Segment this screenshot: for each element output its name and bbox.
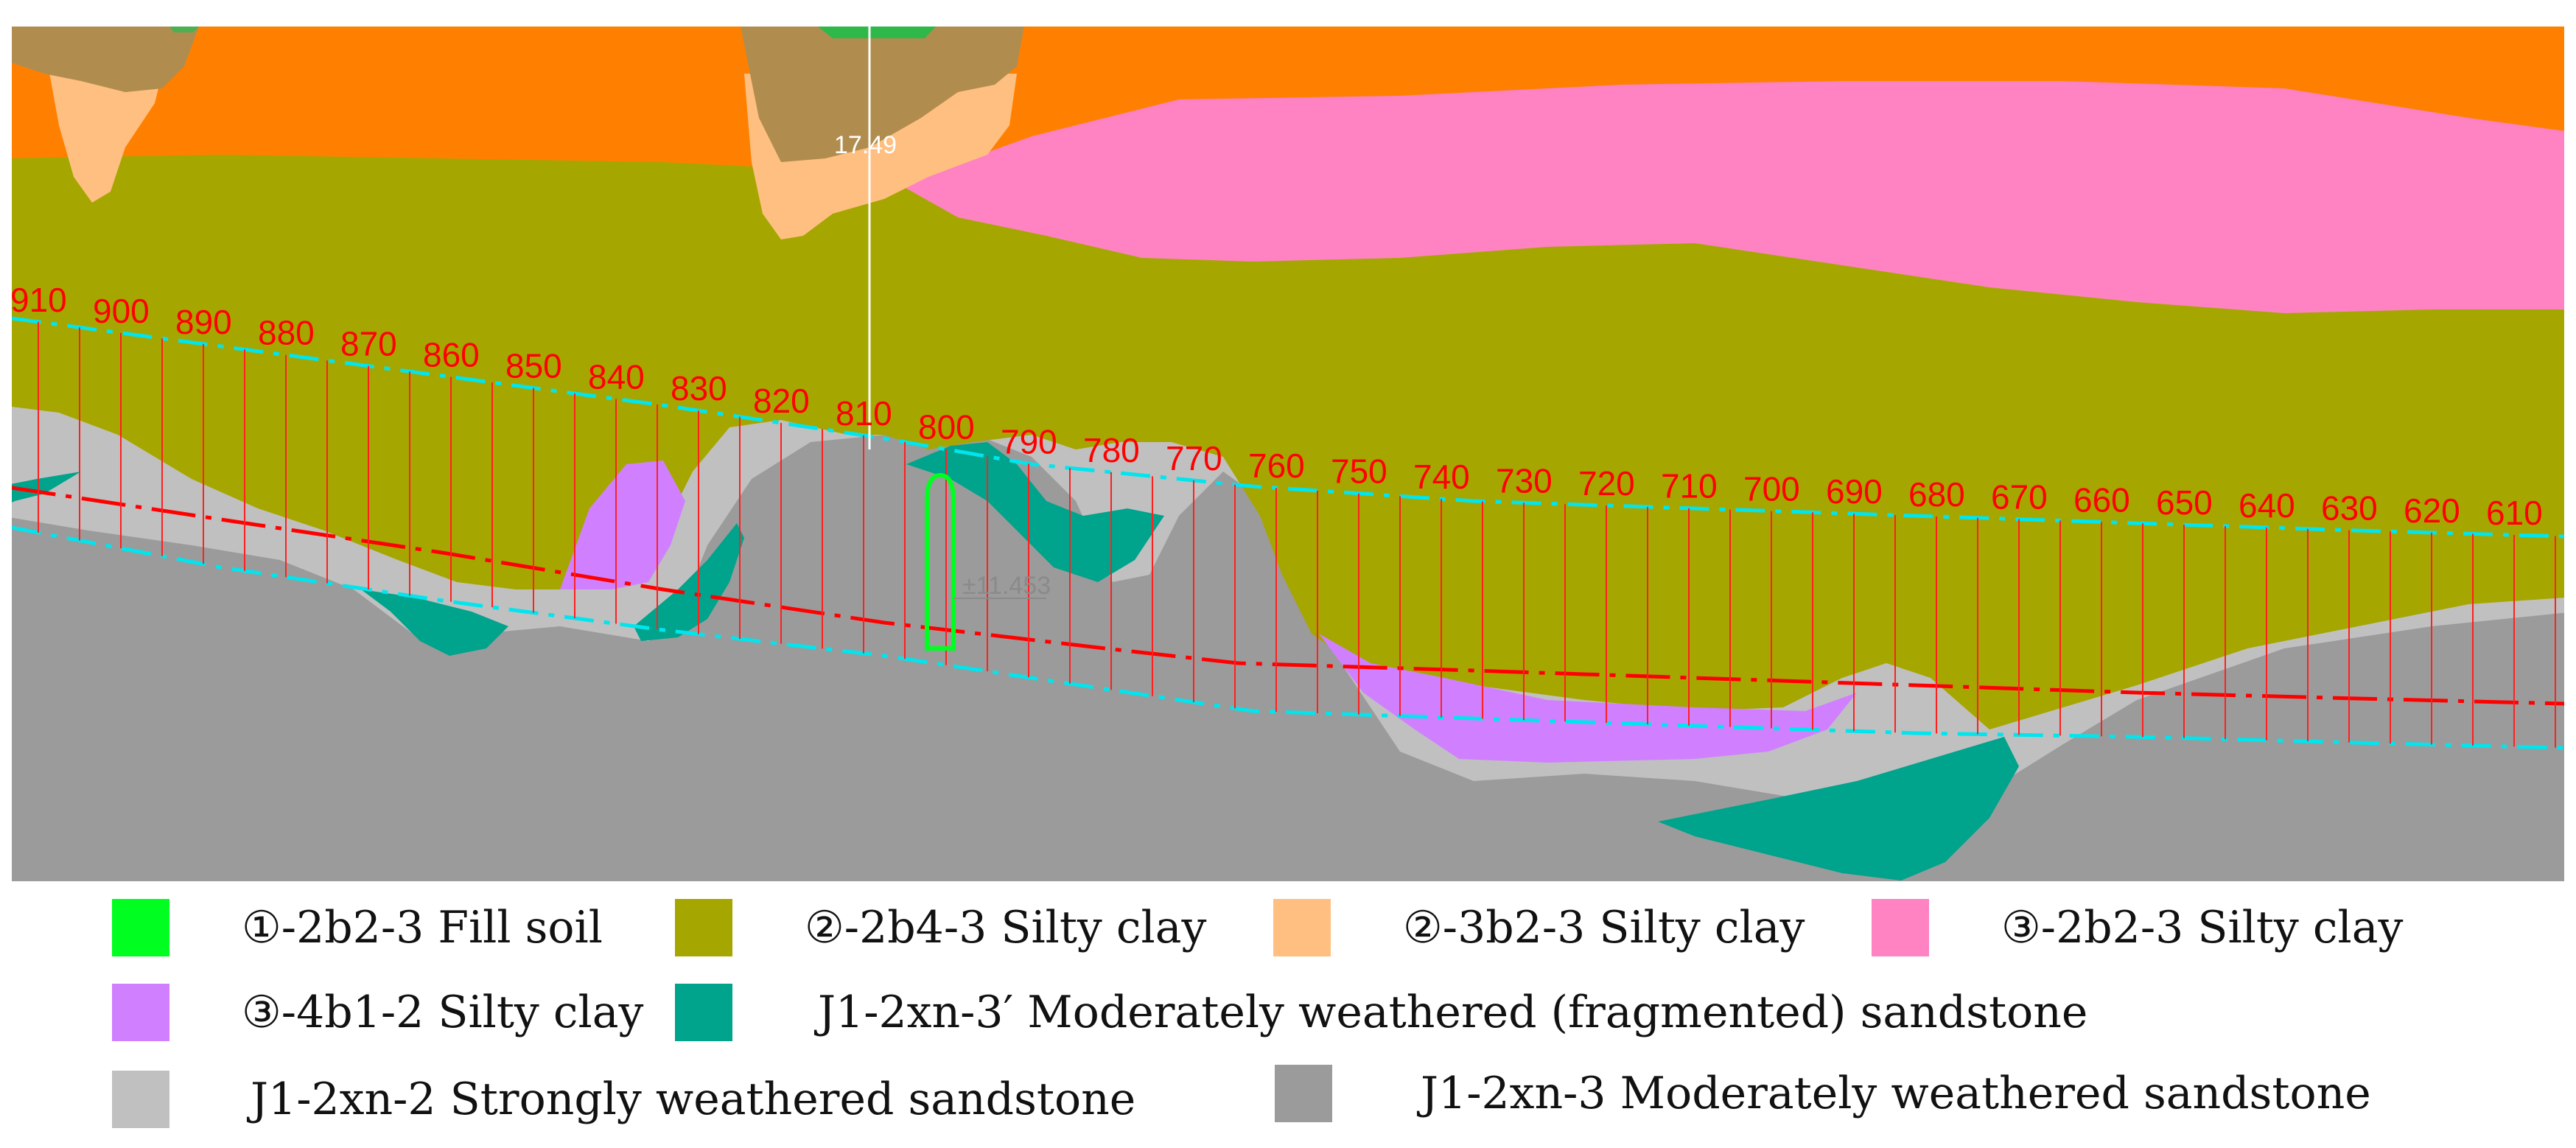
legend-label-silty-clay-3b2: ②-3b2-3 Silty clay	[1403, 902, 1805, 953]
fill-soil-top-left	[169, 27, 199, 32]
chainage-label: 740	[1413, 458, 1470, 496]
chainage-label: 650	[2156, 483, 2213, 522]
silty-clay-4b1-left	[560, 461, 685, 589]
chainage-label: 640	[2239, 486, 2295, 525]
chainage-label: 720	[1578, 464, 1635, 503]
chainage-label: 850	[505, 347, 562, 385]
legend-label-moderate-sandstone: J1-2xn-3 Moderately weathered sandstone	[1421, 1068, 2371, 1119]
chainage-label: 730	[1496, 461, 1553, 500]
fragmented-sandstone-e	[1658, 737, 2019, 881]
fragmented-sandstone-b	[361, 589, 508, 656]
fragmented-sandstone-d	[906, 442, 1164, 582]
marker-value: 17.49	[834, 131, 897, 159]
legend-swatch-strong-sandstone	[112, 1071, 169, 1128]
legend-swatch-fragmented-sandstone	[675, 984, 732, 1041]
fragmented-sandstone-a	[12, 472, 81, 503]
geological-section: 17.49 ±11.453 910 900 890 880 870 860 850 840 83…	[10, 27, 2564, 881]
lower-dashed-boundary	[12, 525, 2564, 750]
chainage-label: 830	[671, 369, 727, 407]
silty-clay-4b1-right	[1319, 634, 1857, 763]
fill-soil-top	[818, 27, 936, 38]
chainage-label: 860	[423, 336, 480, 374]
brown-fill-left	[12, 27, 199, 92]
chainage-label: 710	[1661, 467, 1718, 505]
chainage-label: 900	[93, 292, 150, 330]
tunnel-centreline	[12, 486, 2564, 706]
chainage-label: 880	[258, 314, 315, 352]
chainage-label: 870	[340, 325, 397, 363]
chainage-label: 620	[2404, 491, 2460, 530]
legend-label-silty-clay-4b1: ③-4b1-2 Silty clay	[242, 987, 644, 1038]
legend-swatch-silty-clay-2b4	[675, 899, 732, 956]
fragmented-sandstone-c	[634, 523, 744, 641]
chainage-lines	[38, 321, 2556, 748]
legend-swatch-silty-clay-3b2	[1273, 899, 1331, 956]
legend-swatch-fill-soil	[112, 899, 169, 956]
chainage-label: 630	[2321, 489, 2378, 528]
chainage-label: 680	[1908, 475, 1965, 514]
chainage-label: 780	[1083, 431, 1140, 469]
legend: ①-2b2-3 Fill soil ②-2b4-3 Silty clay ②-3…	[0, 881, 2576, 1148]
legend-swatch-moderate-sandstone	[1275, 1065, 1332, 1122]
chainage-label: 750	[1331, 452, 1387, 491]
brown-fill-center	[741, 27, 1024, 162]
chainage-labels: 910 900 890 880 870 860 850 840 830 820 810 800 790 7…	[10, 281, 2543, 532]
chainage-label: 690	[1826, 472, 1883, 511]
chainage-label: 700	[1743, 469, 1800, 508]
chainage-label: 790	[1001, 422, 1057, 461]
chainage-label: 760	[1248, 447, 1305, 485]
legend-swatch-silty-clay-2b2	[1872, 899, 1929, 956]
legend-label-strong-sandstone: J1-2xn-2 Strongly weathered sandstone	[251, 1074, 1136, 1125]
legend-label-fill-soil: ①-2b2-3 Fill soil	[242, 902, 603, 953]
upper-dashed-boundary	[12, 316, 2564, 539]
chainage-label: 770	[1166, 439, 1222, 477]
silty-clay-2b2-layer	[899, 81, 2564, 313]
legend-label-silty-clay-2b2: ③-2b2-3 Silty clay	[2001, 902, 2404, 953]
chainage-label: 800	[918, 408, 975, 447]
chainage-label: 820	[753, 382, 810, 420]
legend-swatch-silty-clay-4b1	[112, 984, 169, 1041]
chainage-label: 610	[2486, 494, 2543, 532]
elevation-value: ±11.453	[962, 572, 1051, 600]
chainage-label: 840	[588, 357, 645, 396]
chainage-label: 810	[836, 394, 892, 433]
legend-label-fragmented-sandstone: J1-2xn-3′ Moderately weathered (fragment…	[818, 987, 2088, 1038]
legend-label-silty-clay-2b4: ②-2b4-3 Silty clay	[805, 902, 1207, 953]
chainage-label: 890	[175, 303, 232, 341]
shaft-outline	[925, 472, 956, 651]
chainage-label: 910	[10, 281, 67, 319]
chainage-label: 660	[2073, 480, 2130, 519]
chainage-label: 670	[1991, 478, 2048, 517]
